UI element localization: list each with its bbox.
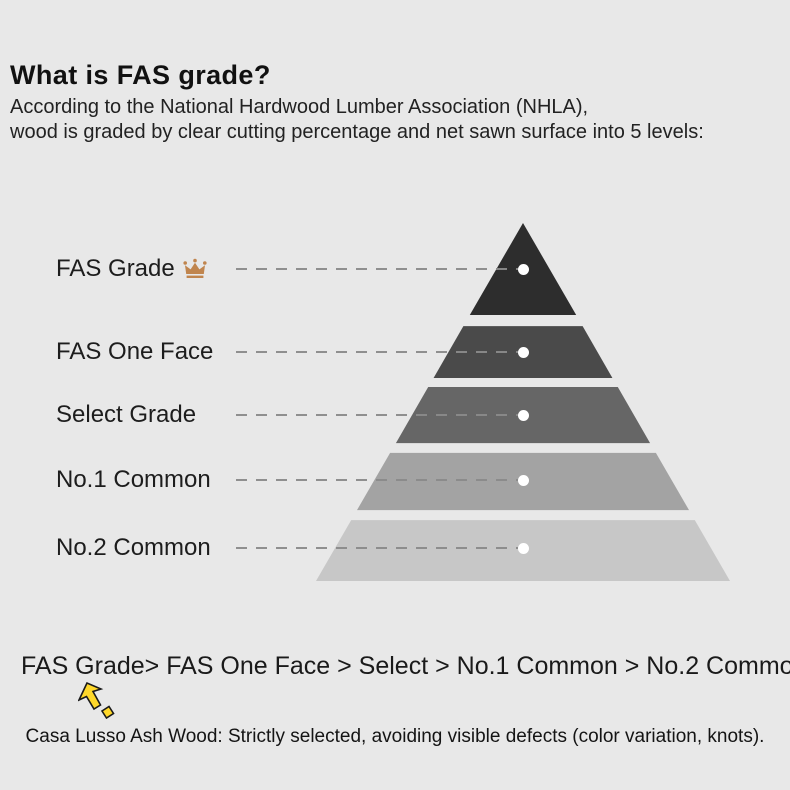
grade-label: Select Grade	[56, 401, 236, 429]
grade-label-text: No.1 Common	[56, 466, 211, 493]
cursor-arrow-icon	[78, 681, 115, 719]
grade-label: No.1 Common	[56, 466, 236, 494]
grade-row-fas-one-face: FAS One Face	[56, 338, 529, 366]
leader-dashed-line	[236, 479, 518, 481]
grade-row-no2-common: No.2 Common	[56, 534, 529, 562]
page-subtitle: According to the National Hardwood Lumbe…	[10, 95, 704, 145]
subtitle-line-2: wood is graded by clear cutting percenta…	[10, 121, 704, 143]
crown-icon	[183, 258, 207, 278]
leader-dashed-line	[236, 351, 518, 353]
level-dot	[518, 409, 529, 421]
grade-label-text: Select Grade	[56, 401, 197, 428]
footer-caption: Casa Lusso Ash Wood: Strictly selected, …	[25, 726, 765, 747]
level-dot	[518, 346, 529, 358]
grade-label: FAS One Face	[56, 338, 236, 366]
grade-label-text: FAS One Face	[56, 338, 214, 365]
level-dot	[518, 474, 529, 486]
grade-label-text: FAS Grade	[56, 255, 175, 282]
leader-dashed-line	[236, 547, 518, 549]
grade-ranking-text: FAS Grade> FAS One Face > Select > No.1 …	[21, 652, 790, 680]
grade-label: No.2 Common	[56, 534, 236, 562]
page-title: What is FAS grade?	[10, 60, 271, 90]
grade-label-text: No.2 Common	[56, 534, 211, 561]
level-dot	[518, 542, 529, 554]
leader-dashed-line	[236, 268, 518, 270]
subtitle-line-1: According to the National Hardwood Lumbe…	[10, 96, 589, 118]
grade-row-select-grade: Select Grade	[56, 401, 529, 429]
grade-row-fas-grade: FAS Grade	[56, 255, 529, 283]
leader-dashed-line	[236, 414, 518, 416]
level-dot	[518, 263, 529, 275]
grade-row-no1-common: No.1 Common	[56, 466, 529, 494]
grade-label: FAS Grade	[56, 255, 236, 283]
